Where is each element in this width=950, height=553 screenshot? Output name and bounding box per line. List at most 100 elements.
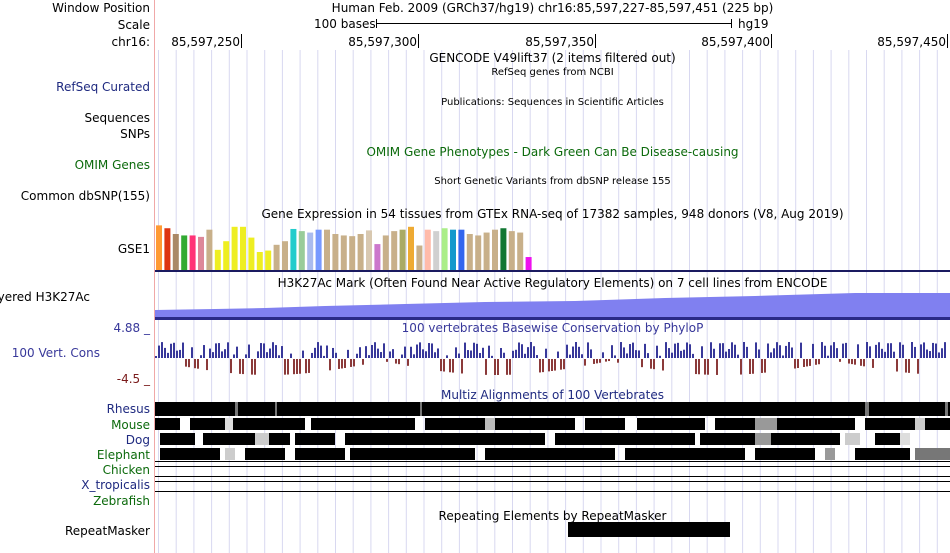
snps-track-label[interactable]: SNPs (120, 127, 150, 141)
phylop-positive-bar (491, 355, 493, 358)
gtex-track-label[interactable]: GSE1 (117, 242, 150, 256)
phylop-positive-bar (179, 349, 181, 358)
gtex-tissue-bar (433, 231, 440, 270)
phylop-positive-bar (500, 348, 502, 358)
phylop-positive-bar (578, 346, 580, 358)
dbsnp-track-label[interactable]: Common dbSNP(155) (20, 189, 150, 203)
grid-line (370, 50, 372, 553)
omim-track-label[interactable]: OMIM Genes (74, 158, 150, 172)
phylop-negative-bar (704, 359, 706, 375)
gtex-tissue-bar (265, 250, 272, 270)
gtex-tissue-bar (508, 231, 515, 270)
phylop-positive-bar (731, 342, 733, 358)
phylop-positive-bar (374, 342, 376, 358)
position-label: 85,597,400 (701, 35, 770, 49)
mouse-alignment-block (180, 418, 190, 430)
phylop-negative-bar (539, 359, 541, 373)
phylop-positive-bar (320, 345, 322, 358)
phylop-negative-bar (908, 359, 910, 373)
gtex-tissue-bar (206, 229, 213, 270)
phylop-positive-bar (224, 349, 226, 358)
assembly-position-text: Human Feb. 2009 (GRCh37/hg19) chr16:85,5… (331, 1, 774, 15)
multiz-alignment-rows[interactable] (155, 402, 950, 494)
gtex-track-title: Gene Expression in 54 tissues from GTEx … (261, 207, 844, 221)
sequences-track-label[interactable]: Sequences (84, 111, 150, 125)
scale-bar (376, 23, 731, 24)
phylop-negative-bar (839, 359, 841, 362)
cons-track-title: 100 vertebrates Basewise Conservation by… (401, 321, 704, 335)
phylop-negative-bar (848, 359, 850, 364)
tracks-area[interactable]: Human Feb. 2009 (GRCh37/hg19) chr16:85,5… (155, 0, 950, 553)
phylop-positive-bar (302, 350, 304, 358)
refseq-track-label[interactable]: RefSeq Curated (56, 80, 150, 94)
phylop-positive-bar (869, 346, 871, 358)
repeatmasker-track-label[interactable]: RepeatMasker (64, 524, 150, 538)
phylop-positive-bar (356, 353, 358, 358)
elephant-alignment-block (345, 448, 350, 460)
phylop-positive-bar (941, 348, 943, 358)
repeat-element-block[interactable] (568, 522, 730, 537)
gtex-tissue-bar (441, 228, 448, 270)
species-label-dog[interactable]: Dog (125, 433, 150, 447)
phylop-positive-bar (212, 352, 214, 358)
phylop-negative-bar (344, 359, 346, 368)
phylop-positive-bar (791, 347, 793, 358)
chrom-label: chr16: (111, 35, 150, 49)
h3k27ac-track-label[interactable]: Layered H3K27Ac (0, 290, 90, 304)
phylop-positive-bar (788, 342, 790, 358)
phylop-negative-bar (239, 359, 241, 374)
species-label-rhesus[interactable]: Rhesus (106, 402, 150, 416)
gtex-tissue-bar (408, 226, 414, 270)
gtex-bar-chart[interactable] (155, 222, 535, 270)
phylop-positive-bar (413, 354, 415, 358)
phylop-positive-bar (824, 345, 826, 358)
track-labels-column: Window Position Scale chr16: RefSeq Cura… (0, 0, 154, 553)
phylop-negative-bar (749, 359, 751, 374)
phylop-positive-bar (503, 352, 505, 358)
phylop-positive-bar (167, 352, 169, 358)
phylop-positive-bar (629, 344, 631, 358)
phylop-negative-bar (386, 359, 388, 362)
phylop-positive-bar (935, 343, 937, 358)
mouse-alignment-block (155, 418, 415, 430)
phylop-positive-bar (914, 346, 916, 358)
species-label-chicken[interactable]: Chicken (102, 463, 150, 477)
phylop-positive-bar (827, 355, 829, 358)
species-label-elephant[interactable]: Elephant (96, 448, 150, 462)
phylop-negative-bar (251, 359, 253, 375)
phylop-positive-bar (203, 345, 205, 358)
publications-track-title: Publications: Sequences in Scientific Ar… (441, 97, 664, 108)
phylop-positive-bar (347, 349, 349, 358)
mouse-alignment-block (625, 418, 637, 430)
phylop-positive-bar (389, 351, 391, 358)
phylop-conservation-plot[interactable] (155, 336, 950, 380)
window-position-label: Window Position (52, 1, 150, 15)
species-label-zebrafish[interactable]: Zebrafish (93, 494, 150, 508)
phylop-positive-bar (626, 353, 628, 358)
phylop-positive-bar (785, 345, 787, 358)
h3k27ac-signal[interactable] (155, 290, 950, 320)
rhesus-alignment-block (945, 402, 948, 416)
gtex-tissue-bar (458, 229, 465, 270)
species-label-x-tropicalis[interactable]: X_tropicalis (81, 478, 150, 492)
mouse-alignment-block (225, 418, 233, 430)
phylop-positive-bar (476, 343, 478, 358)
phylop-positive-bar (233, 354, 235, 358)
grid-line (441, 50, 443, 553)
phylop-positive-bar (164, 347, 166, 358)
scale-label: Scale (117, 18, 150, 32)
phylop-positive-bar (776, 342, 778, 358)
phylop-positive-bar (422, 349, 424, 358)
grid-line (175, 50, 177, 553)
phylop-negative-bar (188, 359, 190, 368)
species-label-mouse[interactable]: Mouse (111, 418, 150, 432)
elephant-alignment-block (825, 448, 835, 460)
grid-line (388, 50, 390, 553)
phylop-negative-bar (284, 359, 286, 375)
phylop-positive-bar (332, 347, 334, 358)
cons-track-label[interactable]: 100 Vert. Cons (11, 346, 100, 360)
phylop-positive-bar (392, 349, 394, 358)
phylop-positive-bar (161, 342, 163, 358)
grid-line (281, 50, 283, 553)
